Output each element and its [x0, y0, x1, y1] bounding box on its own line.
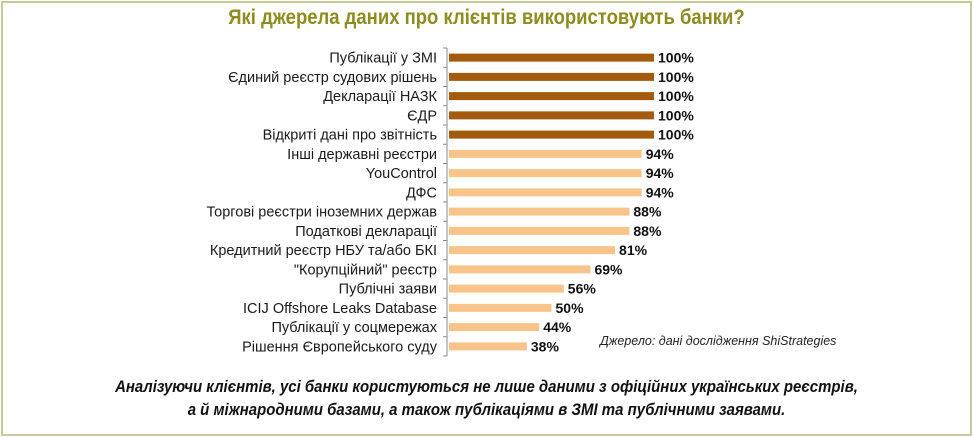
- value-label: 88%: [633, 223, 662, 239]
- bar: [449, 92, 654, 101]
- category-label: Публічні заяви: [339, 282, 437, 298]
- value-label: 94%: [646, 165, 675, 181]
- value-label: 100%: [658, 50, 694, 66]
- bar: [449, 72, 654, 81]
- category-label: Публікації у соцмережах: [271, 320, 437, 336]
- category-label: ICIJ Offshore Leaks Database: [243, 301, 437, 317]
- category-label: ЄДР: [407, 108, 437, 124]
- bar: [449, 149, 642, 158]
- value-label: 94%: [646, 184, 675, 200]
- value-label: 100%: [658, 69, 694, 85]
- bars: [449, 53, 654, 351]
- category-label: Інші державні реєстри: [287, 147, 437, 163]
- conclusion-line-2: а й міжнародними базами, а також публіка…: [187, 400, 786, 419]
- value-label: 100%: [658, 107, 694, 123]
- value-labels: 100% 100% 100% 100% 100% 94% 94% 94% 88% 88% 81% 69…: [531, 50, 694, 355]
- value-label: 88%: [633, 204, 662, 220]
- bar: [449, 246, 616, 255]
- value-label: 56%: [568, 281, 597, 297]
- bar: [449, 169, 642, 178]
- category-label: "Корупційний" реєстр: [294, 262, 437, 278]
- bar: [449, 284, 564, 293]
- value-label: 50%: [556, 300, 585, 316]
- category-label: Єдиний реєстр судових рішень: [228, 70, 437, 86]
- value-label: 100%: [658, 127, 694, 143]
- bar: [449, 323, 540, 332]
- bar: [449, 53, 654, 62]
- chart-title: Які джерела даних про клієнтів використо…: [228, 6, 745, 29]
- conclusion-line-1: Аналізуючи клієнтів, усі банки користуют…: [115, 377, 858, 396]
- category-label: Торгові реєстри іноземних держав: [206, 205, 437, 221]
- bar: [449, 226, 630, 235]
- value-label: 44%: [543, 319, 572, 335]
- conclusion-text: Аналізуючи клієнтів, усі банки користуют…: [58, 375, 914, 421]
- bar: [449, 111, 654, 120]
- category-label: Рішення Європейського суду: [242, 339, 438, 355]
- bar: [449, 130, 654, 139]
- bar: [449, 303, 552, 312]
- value-label: 94%: [646, 146, 675, 162]
- category-label: YouControl: [366, 166, 437, 182]
- category-labels: Публікації у ЗМІ Єдиний реєстр судових рі…: [206, 51, 437, 356]
- category-label: Податкові декларації: [295, 224, 437, 240]
- bar: [449, 188, 642, 197]
- bar: [449, 265, 591, 274]
- bar: [449, 342, 527, 351]
- value-label: 100%: [658, 88, 694, 104]
- y-axis: [443, 47, 448, 357]
- category-label: Кредитний реєстр НБУ та/або БКІ: [210, 243, 437, 259]
- value-label: 69%: [594, 261, 623, 277]
- category-label: Публікації у ЗМІ: [329, 51, 437, 67]
- category-label: ДФС: [406, 185, 437, 201]
- category-label: Відкриті дані про звітність: [263, 128, 437, 144]
- category-label: Декларації НАЗК: [323, 89, 437, 105]
- value-label: 38%: [531, 338, 560, 354]
- source-note: Джерело: дані дослідження ShiStrategies: [600, 334, 837, 348]
- value-label: 81%: [619, 242, 648, 258]
- bar: [449, 207, 630, 216]
